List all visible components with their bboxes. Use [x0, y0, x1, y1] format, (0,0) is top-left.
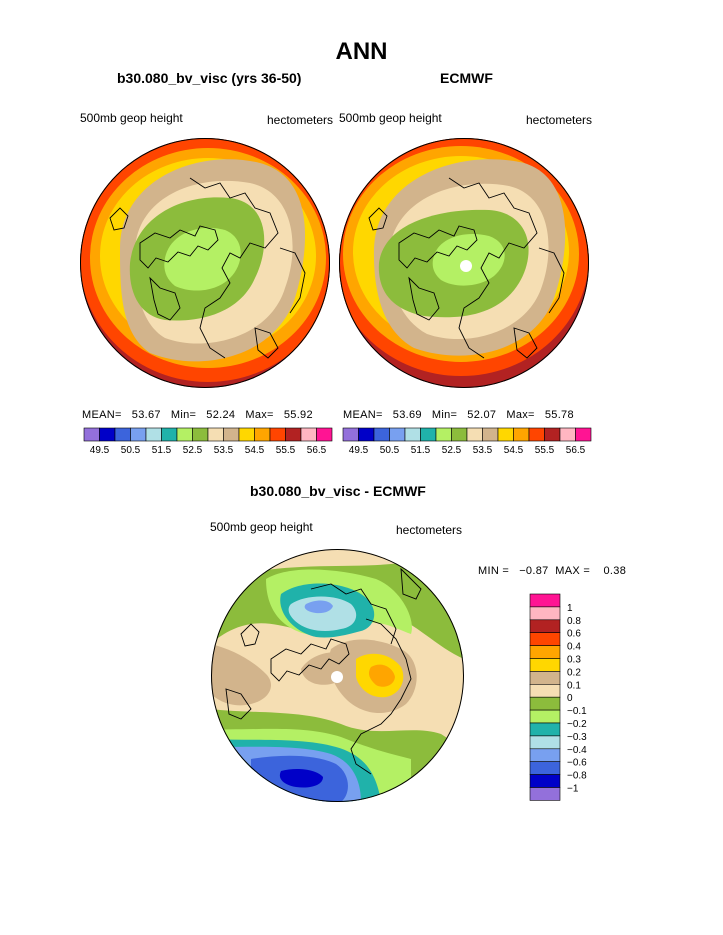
colorbar-swatch — [404, 427, 421, 442]
colorbar-swatch — [238, 427, 255, 442]
colorbar-swatch — [513, 427, 530, 442]
colorbar-swatch — [529, 696, 561, 711]
colorbar-swatch — [130, 427, 147, 442]
colorbar-swatch — [529, 735, 561, 750]
colorbar-swatch — [99, 427, 116, 442]
colorbar-tick-label: 49.5 — [349, 445, 369, 456]
diff-polar-map — [211, 549, 464, 802]
colorbar-swatch — [342, 427, 359, 442]
colorbar-swatch — [575, 427, 592, 442]
colorbar-swatch — [529, 748, 561, 763]
colorbar-swatch — [529, 645, 561, 659]
colorbar-swatch — [145, 427, 162, 442]
colorbar-tick-label: 0.2 — [567, 667, 581, 678]
colorbar-swatch — [529, 671, 561, 685]
colorbar-tick-label: 56.5 — [307, 445, 327, 456]
colorbar-swatch — [192, 427, 209, 442]
colorbar-swatch — [207, 427, 224, 442]
panel-1-polar-map — [80, 138, 330, 388]
colorbar-swatch — [435, 427, 452, 442]
diff-minmax: MIN = −0.87 MAX = 0.38 — [478, 565, 627, 577]
colorbar-tick-label: 53.5 — [214, 445, 234, 456]
colorbar-swatch — [497, 427, 514, 442]
panel-2-colorbar: 49.5 50.5 51.5 52.5 53.5 54.5 55.5 56.5 — [342, 427, 592, 456]
colorbar-swatch — [420, 427, 437, 442]
colorbar-tick-label: 52.5 — [442, 445, 462, 456]
diff-units-label: hectometers — [396, 523, 463, 537]
panel-1-colorbar: 49.5 50.5 51.5 52.5 53.5 54.5 55.5 56.5 — [83, 427, 333, 456]
colorbar-swatch — [482, 427, 499, 442]
colorbar-tick-label: −0.1 — [567, 706, 587, 717]
colorbar-tick-label: −0.3 — [567, 732, 587, 743]
colorbar-swatch — [529, 761, 561, 775]
panel-2-units-label: hectometers — [526, 113, 593, 127]
colorbar-swatch — [316, 427, 333, 442]
panel-2-polar-map — [339, 138, 589, 388]
colorbar-swatch — [529, 709, 561, 724]
colorbar-tick-label: 53.5 — [473, 445, 493, 456]
colorbar-tick-label: −1 — [567, 784, 579, 795]
colorbar-tick-label: 52.5 — [183, 445, 203, 456]
colorbar-swatch — [529, 619, 561, 633]
colorbar-tick-label: 0.3 — [567, 655, 581, 666]
colorbar-tick-label: 51.5 — [411, 445, 431, 456]
panel-2-stats: MEAN= 53.69 Min= 52.07 Max= 55.78 — [343, 409, 574, 421]
colorbar-swatch — [451, 427, 468, 442]
colorbar-tick-label: −0.4 — [567, 745, 587, 756]
colorbar-tick-label: 54.5 — [245, 445, 265, 456]
colorbar-swatch — [161, 427, 178, 442]
colorbar-swatch — [176, 427, 193, 442]
colorbar-swatch — [285, 427, 302, 442]
colorbar-swatch — [300, 427, 317, 442]
colorbar-swatch — [466, 427, 483, 442]
panel-1-stats: MEAN= 53.67 Min= 52.24 Max= 55.92 — [82, 409, 313, 421]
colorbar-tick-label: 0 — [567, 693, 573, 704]
colorbar-tick-label: 50.5 — [121, 445, 141, 456]
colorbar-tick-label: 49.5 — [90, 445, 110, 456]
colorbar-tick-label: 0.6 — [567, 629, 581, 640]
colorbar-swatch — [269, 427, 286, 442]
colorbar-swatch — [358, 427, 375, 442]
panel-1-variable-label: 500mb geop height — [80, 111, 183, 125]
colorbar-swatch — [254, 427, 271, 442]
colorbar-tick-label: 55.5 — [276, 445, 296, 456]
diff-colorbar: 1 0.8 0.6 0.4 0.30.2 0.1 0 −0.1 −0.2 −0.3 −0.4 −0.6… — [529, 593, 587, 801]
diff-variable-label: 500mb geop height — [210, 520, 313, 534]
colorbar-swatch — [529, 658, 561, 672]
panel-2-variable-label: 500mb geop height — [339, 111, 442, 125]
colorbar-swatch — [529, 684, 561, 698]
colorbar-swatch — [529, 606, 561, 621]
colorbar-swatch — [83, 427, 100, 442]
colorbar-tick-label: −0.2 — [567, 719, 587, 730]
colorbar-tick-label: 1 — [567, 603, 573, 614]
main-title: ANN — [335, 38, 388, 65]
colorbar-tick-label: −0.6 — [567, 758, 587, 769]
panel-1-title: b30.080_bv_visc (yrs 36-50) — [117, 70, 302, 86]
colorbar-swatch — [529, 774, 561, 788]
colorbar-swatch — [529, 632, 561, 646]
colorbar-swatch — [544, 427, 561, 442]
colorbar-tick-label: 0.4 — [567, 642, 581, 653]
colorbar-swatch — [389, 427, 406, 442]
colorbar-tick-label: 51.5 — [152, 445, 172, 456]
panel-2-title: ECMWF — [440, 70, 493, 86]
colorbar-swatch — [529, 593, 561, 608]
diff-title: b30.080_bv_visc - ECMWF — [250, 483, 426, 499]
colorbar-swatch — [529, 722, 561, 737]
panel-1-units-label: hectometers — [267, 113, 334, 127]
colorbar-tick-label: 56.5 — [566, 445, 586, 456]
colorbar-tick-label: 0.8 — [567, 616, 581, 627]
colorbar-tick-label: 55.5 — [535, 445, 555, 456]
colorbar-swatch — [373, 427, 390, 442]
colorbar-tick-label: 0.1 — [567, 680, 581, 691]
colorbar-swatch — [114, 427, 131, 442]
colorbar-tick-label: 50.5 — [380, 445, 400, 456]
colorbar-swatch — [559, 427, 576, 442]
colorbar-swatch — [529, 787, 561, 801]
colorbar-swatch — [528, 427, 545, 442]
colorbar-tick-label: 54.5 — [504, 445, 524, 456]
colorbar-swatch — [223, 427, 240, 442]
colorbar-tick-label: −0.8 — [567, 771, 587, 782]
